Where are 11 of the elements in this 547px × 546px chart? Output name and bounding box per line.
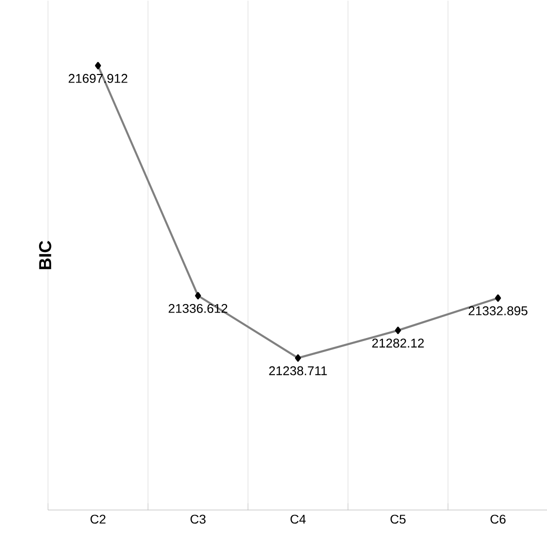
data-label: 21336.612 (168, 304, 228, 313)
data-label: 21282.12 (372, 338, 424, 348)
data-label: 21332.895 (468, 306, 528, 316)
y-axis-title: BIC (39, 240, 52, 270)
x-tick-label: C6 (490, 514, 506, 524)
data-label: 21697.912 (68, 74, 128, 83)
x-tick-label: C3 (190, 514, 206, 524)
x-tick-label: C5 (390, 514, 406, 524)
x-tick-label: C4 (290, 514, 306, 524)
x-tick-label: C2 (90, 514, 106, 524)
data-label: 21238.711 (269, 366, 327, 376)
